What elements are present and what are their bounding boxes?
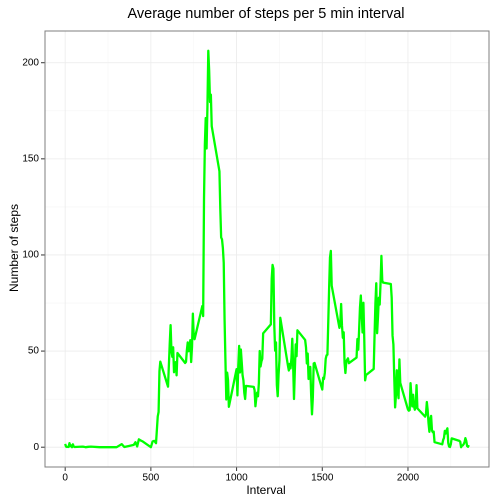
x-tick-label: 500: [143, 473, 160, 484]
y-tick-label: 200: [22, 57, 39, 68]
y-tick-label: 50: [28, 346, 40, 357]
y-tick-label: 150: [22, 153, 39, 164]
x-tick-label: 0: [62, 473, 68, 484]
x-axis-label: Interval: [246, 483, 285, 497]
chart-title: Average number of steps per 5 min interv…: [128, 6, 405, 22]
panel-border: [44, 30, 490, 468]
x-tick-label: 1000: [225, 473, 248, 484]
y-tick-label: 100: [22, 250, 39, 261]
data-line: [64, 49, 470, 449]
x-tick-label: 1500: [311, 473, 334, 484]
y-axis-label: Number of steps: [7, 204, 21, 292]
y-tick-label: 0: [33, 442, 39, 453]
x-tick-label: 2000: [397, 473, 420, 484]
